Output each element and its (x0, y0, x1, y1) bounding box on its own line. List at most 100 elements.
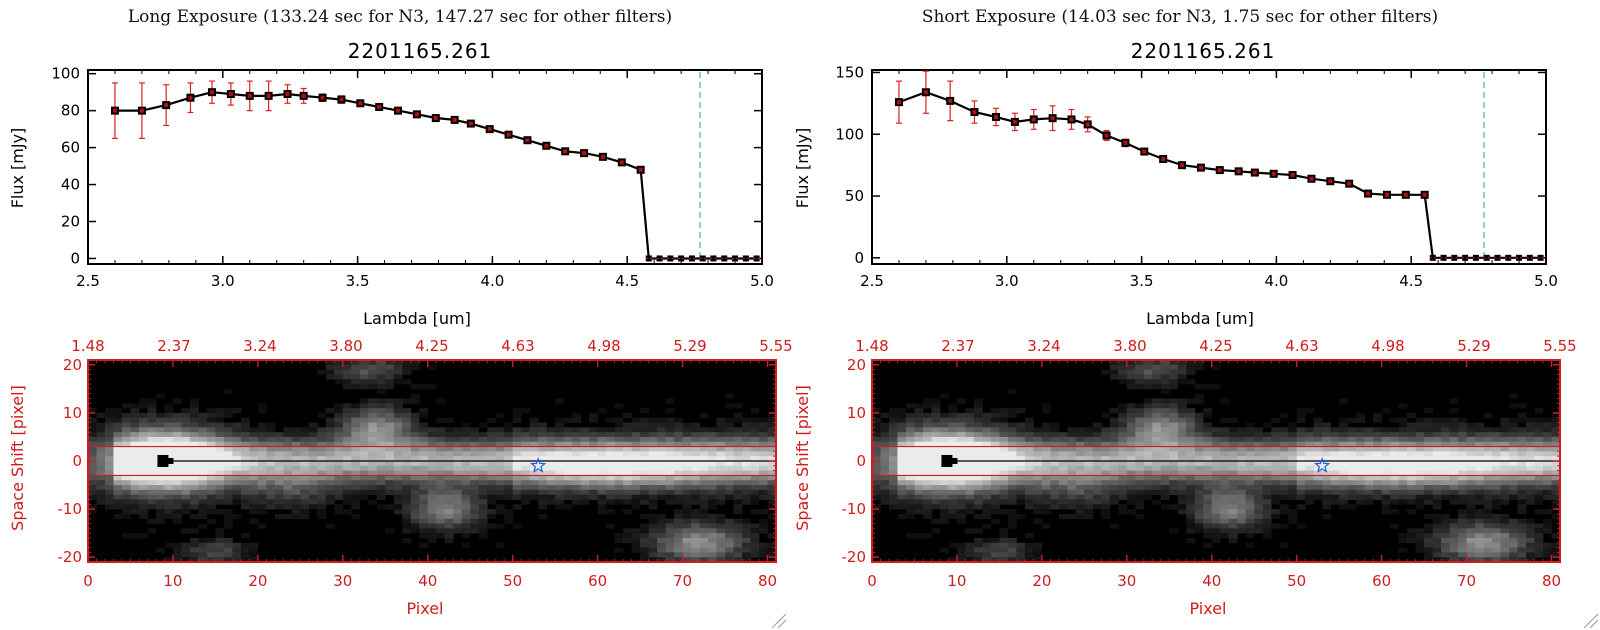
image-pixel (1033, 465, 1043, 472)
image-pixel (1186, 537, 1196, 544)
top-tick-label: 5.55 (759, 337, 792, 355)
image-pixel (104, 432, 114, 438)
image-pixel (563, 436, 573, 443)
image-pixel (198, 504, 208, 510)
image-pixel (1203, 456, 1213, 462)
image-pixel (121, 412, 131, 419)
image-pixel (147, 427, 157, 433)
image-pixel (665, 523, 675, 529)
image-pixel (1075, 513, 1085, 520)
image-pixel (1407, 480, 1416, 486)
image-pixel (767, 441, 777, 447)
image-pixel (1288, 475, 1298, 481)
image-pixel (1500, 528, 1510, 534)
image-pixel (699, 552, 709, 558)
image-pixel (1364, 480, 1374, 486)
image-pixel (1543, 427, 1552, 433)
image-pixel (478, 451, 488, 457)
image-pixel (1118, 436, 1128, 443)
image-pixel (419, 542, 429, 548)
image-pixel (691, 533, 700, 539)
image-pixel (1194, 489, 1204, 496)
image-pixel (572, 451, 582, 457)
image-pixel (1415, 542, 1425, 548)
image-pixel (1135, 403, 1145, 409)
image-pixel (733, 494, 743, 500)
image-pixel (1517, 456, 1527, 462)
image-pixel (113, 436, 123, 443)
image-pixel (880, 436, 890, 443)
image-pixel (1492, 475, 1501, 481)
image-pixel (922, 451, 932, 457)
data-point-center (1085, 122, 1090, 127)
image-pixel (572, 446, 582, 452)
image-pixel (1143, 470, 1153, 476)
image-pixel (939, 504, 949, 510)
image-pixel (402, 417, 412, 423)
image-pixel (1551, 422, 1561, 428)
image-pixel (1279, 436, 1289, 443)
image-pixel (1245, 513, 1255, 520)
image-pixel (1279, 542, 1289, 548)
image-pixel (1135, 461, 1145, 467)
image-pixel (368, 412, 378, 419)
image-pixel (767, 465, 777, 472)
image-pixel (1500, 480, 1510, 486)
image-pixel (1551, 451, 1561, 457)
image-pixel (1220, 461, 1230, 467)
image-pixel (291, 504, 301, 510)
image-pixel (1390, 475, 1400, 481)
image-pixel (606, 499, 616, 505)
image-pixel (402, 480, 412, 486)
image-pixel (342, 446, 352, 452)
image-pixel (1203, 432, 1213, 438)
image-pixel (1186, 398, 1196, 404)
image-pixel (130, 451, 140, 457)
image-pixel (351, 513, 361, 520)
image-pixel (631, 436, 641, 443)
image-pixel (614, 422, 624, 428)
image-pixel (888, 499, 898, 505)
image-pixel (725, 480, 734, 486)
image-pixel (1033, 470, 1043, 476)
image-pixel (563, 441, 573, 447)
image-pixel (317, 480, 327, 486)
image-pixel (1441, 451, 1450, 457)
image-pixel (956, 552, 966, 558)
image-pixel (147, 432, 157, 438)
image-pixel (1237, 456, 1247, 462)
data-point (645, 255, 652, 262)
image-pixel (708, 504, 717, 510)
image-pixel (1237, 523, 1247, 529)
image-pixel (965, 480, 975, 486)
image-pixel (402, 422, 412, 428)
image-pixel (359, 441, 369, 447)
image-pixel (1033, 518, 1043, 524)
image-pixel (606, 441, 616, 447)
data-point (1526, 254, 1533, 261)
image-pixel (1050, 475, 1060, 481)
image-pixel (1517, 504, 1527, 510)
image-pixel (1373, 456, 1383, 462)
image-pixel (1492, 432, 1501, 438)
image-pixel (1041, 465, 1051, 472)
image-pixel (206, 417, 216, 423)
image-pixel (982, 461, 992, 467)
image-pixel (1245, 509, 1255, 515)
image-pixel (982, 475, 992, 481)
image-pixel (606, 465, 616, 472)
image-pixel (1211, 537, 1221, 544)
image-pixel (716, 451, 726, 457)
image-pixel (359, 494, 369, 500)
image-pixel (427, 518, 437, 524)
image-pixel (1041, 456, 1051, 462)
top-tick-label: 4.98 (587, 337, 620, 355)
image-pixel (956, 441, 966, 447)
image-pixel (1101, 436, 1111, 443)
image-pixel (147, 528, 157, 534)
image-pixel (1449, 552, 1459, 558)
image-pixel (325, 446, 335, 452)
image-pixel (1364, 499, 1374, 505)
image-pixel (257, 494, 267, 500)
image-pixel (334, 364, 344, 371)
